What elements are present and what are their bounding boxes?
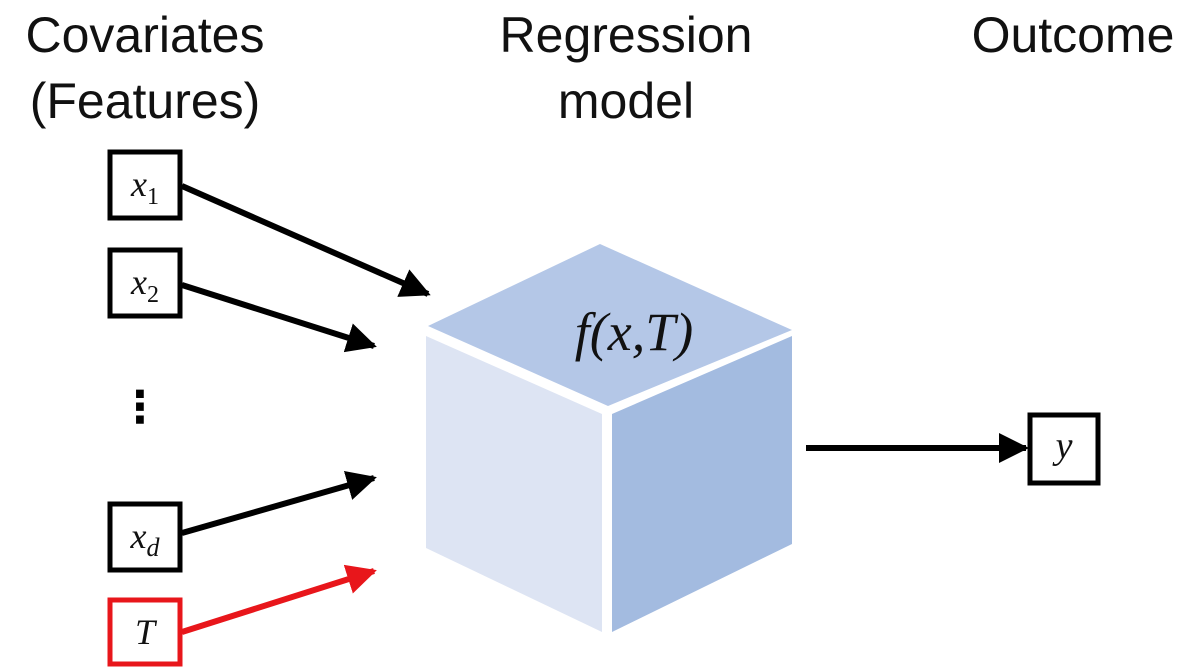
header: Outcome: [972, 7, 1175, 63]
input-label: T: [135, 612, 158, 652]
ellipsis: ⋮: [118, 382, 162, 433]
header: Regression: [500, 7, 753, 63]
arrow: [182, 571, 374, 632]
arrow: [182, 186, 428, 294]
model-label: f(x,T): [575, 302, 693, 362]
arrow: [182, 285, 374, 346]
header: Covariates: [26, 7, 265, 63]
arrow: [182, 478, 374, 533]
header: model: [558, 73, 694, 129]
output-label: y: [1052, 425, 1073, 467]
header: (Features): [30, 73, 261, 129]
diagram: Covariates (Features) Regression model O…: [0, 0, 1191, 670]
